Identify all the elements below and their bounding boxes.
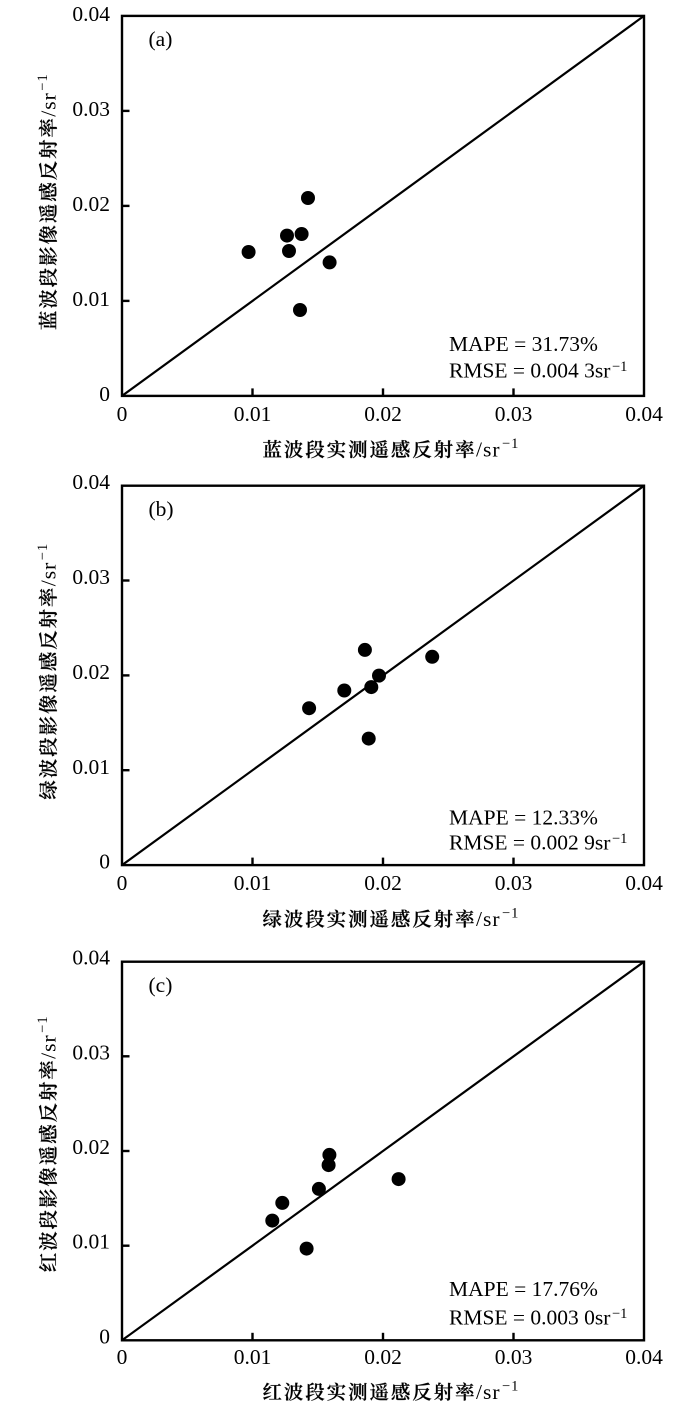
svg-text:0.04: 0.04 bbox=[625, 871, 663, 895]
svg-text:0.03: 0.03 bbox=[72, 565, 110, 589]
svg-text:0.04: 0.04 bbox=[72, 2, 110, 26]
svg-text:0.04: 0.04 bbox=[625, 1345, 663, 1369]
svg-text:(b): (b) bbox=[149, 497, 174, 521]
svg-text:0.02: 0.02 bbox=[364, 402, 402, 426]
svg-text:0: 0 bbox=[117, 1345, 128, 1369]
svg-text:0: 0 bbox=[99, 850, 110, 874]
svg-text:/sr−1: /sr−1 bbox=[476, 436, 519, 462]
svg-text:0.03: 0.03 bbox=[72, 1040, 110, 1064]
svg-text:0: 0 bbox=[117, 402, 128, 426]
svg-text:0.03: 0.03 bbox=[495, 402, 533, 426]
svg-text:0.04: 0.04 bbox=[72, 470, 110, 494]
svg-text:(a): (a) bbox=[149, 27, 173, 51]
svg-text:0.04: 0.04 bbox=[72, 946, 110, 970]
svg-text:0.01: 0.01 bbox=[234, 402, 272, 426]
svg-text:0: 0 bbox=[99, 1324, 110, 1348]
svg-text:0.01: 0.01 bbox=[72, 1230, 110, 1254]
svg-text:(c): (c) bbox=[149, 973, 173, 997]
svg-text:RMSE = 0.004 3sr−1: RMSE = 0.004 3sr −1 bbox=[449, 359, 627, 383]
svg-text:0: 0 bbox=[117, 871, 128, 895]
svg-text:0.02: 0.02 bbox=[72, 660, 110, 684]
svg-text:/sr−1: /sr−1 bbox=[35, 543, 61, 586]
svg-text:0.03: 0.03 bbox=[495, 1345, 533, 1369]
svg-text:MAPE = 12.33%: MAPE = 12.33% bbox=[449, 805, 598, 829]
svg-text:0.01: 0.01 bbox=[234, 1345, 272, 1369]
svg-text:0.01: 0.01 bbox=[72, 755, 110, 779]
svg-text:MAPE = 17.76%: MAPE = 17.76% bbox=[449, 1277, 598, 1301]
svg-text:0: 0 bbox=[99, 382, 110, 406]
svg-text:MAPE = 31.73%: MAPE = 31.73% bbox=[449, 332, 598, 356]
svg-text:0.04: 0.04 bbox=[625, 402, 663, 426]
svg-text:RMSE = 0.002 9sr−1: RMSE = 0.002 9sr −1 bbox=[449, 831, 627, 855]
svg-text:0.03: 0.03 bbox=[72, 97, 110, 121]
svg-text:0.01: 0.01 bbox=[72, 287, 110, 311]
svg-text:0.02: 0.02 bbox=[364, 1345, 402, 1369]
svg-text:0.01: 0.01 bbox=[234, 871, 272, 895]
svg-text:0.02: 0.02 bbox=[364, 871, 402, 895]
svg-text:0.03: 0.03 bbox=[495, 871, 533, 895]
svg-text:RMSE = 0.003 0sr−1: RMSE = 0.003 0sr −1 bbox=[449, 1306, 627, 1330]
svg-text:/sr−1: /sr−1 bbox=[35, 1015, 61, 1058]
svg-text:/sr−1: /sr−1 bbox=[476, 906, 519, 932]
svg-text:0.02: 0.02 bbox=[72, 1135, 110, 1159]
svg-text:0.02: 0.02 bbox=[72, 192, 110, 216]
